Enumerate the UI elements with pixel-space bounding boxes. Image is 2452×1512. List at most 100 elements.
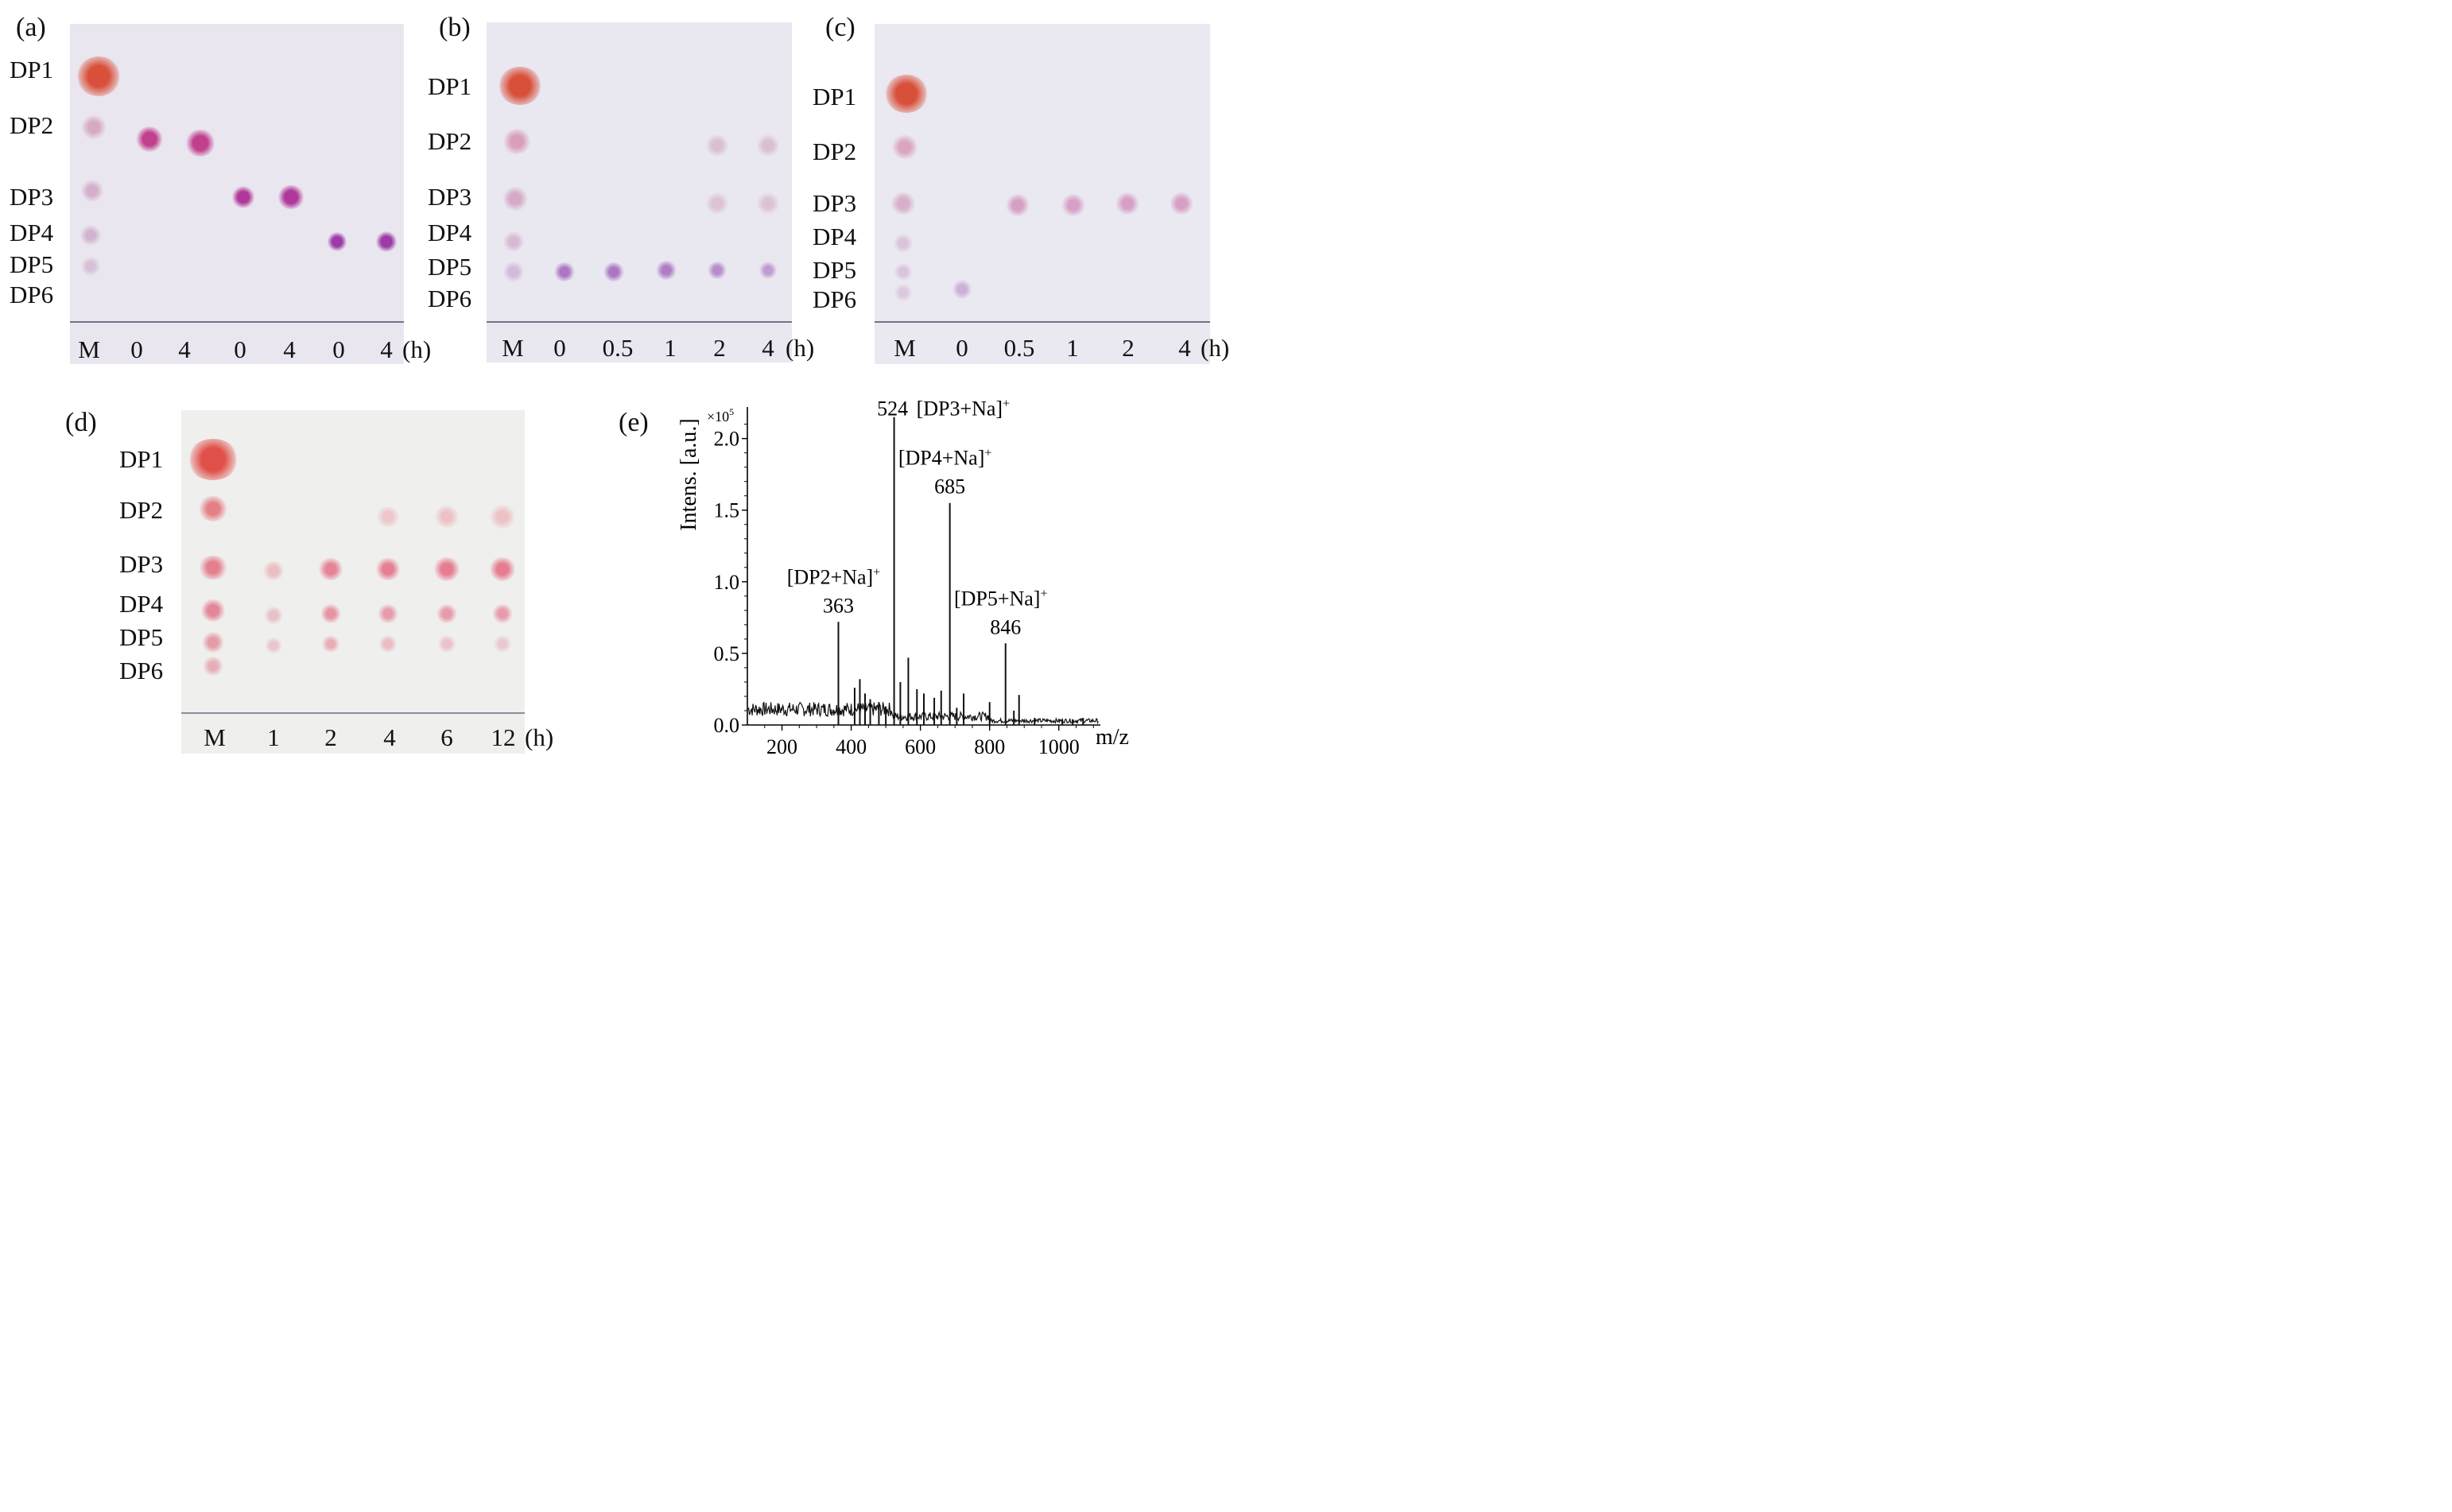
tlc-spot bbox=[375, 506, 401, 527]
y-tick-label: 0.0 bbox=[714, 714, 740, 737]
tlc-spot bbox=[437, 635, 456, 653]
peak-mz-label: 524 bbox=[877, 397, 908, 421]
tlc-spot bbox=[488, 557, 517, 581]
peak-ion-label: [DP2+Na]+ bbox=[787, 565, 881, 588]
y-axis-label: Intens. [a.u.] bbox=[677, 418, 701, 531]
y-tick-label: 0.5 bbox=[714, 642, 740, 665]
tlc-spot bbox=[502, 262, 525, 282]
tlc-spot bbox=[498, 67, 542, 105]
tlc-spot bbox=[890, 135, 919, 159]
dp-label: DP3 bbox=[119, 550, 164, 578]
unit-label: (h) bbox=[525, 723, 554, 751]
mass-spectrum-chart: 0.0 0.5 1.0 1.5 2.0 200 400 600 800 1000 363 [DP2… bbox=[677, 397, 1129, 758]
lane-label: 12 bbox=[491, 723, 516, 751]
tlc-spot bbox=[436, 604, 458, 623]
tlc-plate-b bbox=[487, 22, 792, 362]
x-tick-label: 600 bbox=[905, 735, 936, 758]
lane-label: M bbox=[894, 334, 916, 362]
lane-label: 2 bbox=[324, 723, 337, 751]
tlc-spot bbox=[1115, 192, 1140, 215]
lane-label: 2 bbox=[1122, 334, 1135, 362]
tlc-spot bbox=[491, 604, 514, 623]
lane-label: 0.5 bbox=[1003, 334, 1035, 362]
dp-label: DP4 bbox=[119, 590, 164, 618]
tlc-plate-c bbox=[875, 24, 1210, 364]
tlc-spot bbox=[378, 635, 398, 653]
tlc-spot bbox=[135, 126, 164, 152]
tlc-spot bbox=[952, 280, 972, 299]
lane-label: 4 bbox=[178, 335, 191, 363]
tlc-spot bbox=[202, 657, 224, 676]
x-tick-label: 400 bbox=[836, 735, 867, 758]
lane-label: 4 bbox=[1178, 334, 1191, 362]
lane-label: 4 bbox=[380, 335, 393, 363]
dp-label: DP1 bbox=[428, 72, 472, 100]
tlc-spot bbox=[277, 185, 305, 209]
tlc-spot bbox=[493, 635, 512, 653]
tlc-spot bbox=[184, 130, 216, 157]
tlc-spot bbox=[433, 506, 460, 528]
dp-label: DP1 bbox=[119, 445, 164, 473]
dp-label: DP5 bbox=[428, 253, 472, 281]
y-multiplier-exp: 5 bbox=[729, 406, 734, 417]
dp-label: DP2 bbox=[119, 496, 164, 524]
peak-ion-label: [DP4+Na]+ bbox=[898, 447, 992, 470]
x-axis-label: m/z bbox=[1096, 725, 1129, 750]
lane-label: 2 bbox=[713, 334, 726, 362]
tlc-spot bbox=[187, 439, 239, 480]
tlc-spot bbox=[201, 632, 225, 653]
tlc-spot bbox=[197, 556, 229, 580]
tlc-spot bbox=[200, 599, 227, 622]
tlc-spot bbox=[262, 561, 285, 580]
dp-label: DP2 bbox=[10, 111, 54, 139]
panel-e-label: (e) bbox=[619, 408, 649, 437]
dp-label: DP3 bbox=[813, 189, 857, 217]
unit-label: (h) bbox=[786, 334, 815, 362]
dp-label: DP6 bbox=[10, 281, 54, 308]
tlc-spot bbox=[374, 558, 402, 580]
peak-mz-label: 685 bbox=[934, 475, 965, 498]
y-tick-label: 2.0 bbox=[714, 428, 740, 451]
y-tick-label: 1.0 bbox=[714, 571, 740, 594]
tlc-spot bbox=[80, 257, 101, 276]
dp-label: DP4 bbox=[813, 223, 857, 250]
tlc-spot bbox=[655, 261, 677, 280]
lane-label: 4 bbox=[383, 723, 396, 751]
dp-label: DP6 bbox=[813, 285, 857, 313]
dp-label: DP6 bbox=[119, 657, 164, 684]
tlc-spot bbox=[321, 635, 340, 653]
tlc-plate-a bbox=[70, 24, 404, 364]
tlc-spot bbox=[317, 558, 344, 580]
panel-b-label: (b) bbox=[439, 13, 471, 42]
tlc-spot bbox=[197, 496, 229, 521]
y-tick-label: 1.5 bbox=[714, 499, 740, 522]
dp-label: DP4 bbox=[10, 219, 54, 246]
tlc-spot bbox=[76, 56, 121, 96]
unit-label: (h) bbox=[402, 335, 432, 363]
tlc-spot bbox=[894, 263, 913, 281]
x-tick-label: 1000 bbox=[1038, 735, 1080, 758]
tlc-spot bbox=[758, 262, 778, 279]
x-tick-label: 800 bbox=[974, 735, 1005, 758]
lane-label: M bbox=[502, 334, 524, 362]
tlc-spot bbox=[884, 75, 929, 113]
tlc-spot bbox=[327, 232, 347, 251]
tlc-spot bbox=[705, 192, 729, 215]
tlc-spot bbox=[377, 604, 399, 623]
dp-label: DP2 bbox=[428, 127, 472, 155]
lane-label: 4 bbox=[762, 334, 774, 362]
lane-label: 0 bbox=[332, 335, 345, 363]
dp-label: DP1 bbox=[10, 56, 54, 83]
lane-label: 0 bbox=[956, 334, 968, 362]
tlc-spot bbox=[553, 262, 576, 281]
tlc-spot bbox=[756, 134, 780, 157]
lane-label: 0 bbox=[234, 335, 246, 363]
tlc-spot bbox=[756, 192, 780, 215]
panel-d-label: (d) bbox=[65, 408, 97, 437]
origin-line bbox=[70, 321, 404, 323]
tlc-spot bbox=[1169, 192, 1194, 215]
lane-label: 4 bbox=[283, 335, 296, 363]
tlc-spot bbox=[502, 129, 532, 154]
panel-a-label: (a) bbox=[16, 13, 46, 42]
dp-label: DP6 bbox=[428, 285, 472, 312]
